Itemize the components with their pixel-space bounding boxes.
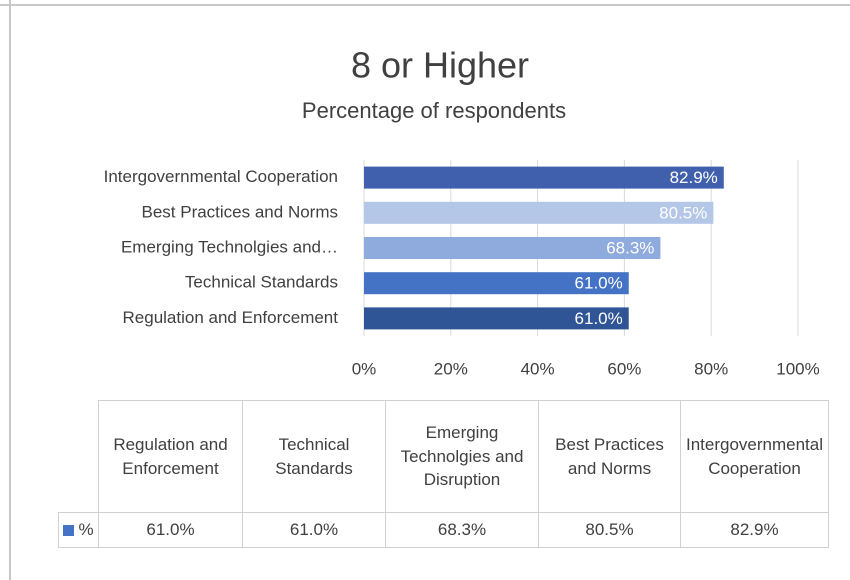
table-value: 61.0% [98,512,243,548]
table-header: Regulation and Enforcement [98,400,243,513]
y-tick-label: Best Practices and Norms [141,202,338,221]
bar [364,166,724,189]
table-header: Technical Standards [242,400,386,513]
x-tick-label: 60% [607,359,641,378]
chart-title: 8 or Higher [351,45,529,86]
y-tick-label: Technical Standards [185,273,338,292]
table-header: Best Practices and Norms [538,400,681,513]
x-tick-label: 20% [434,359,468,378]
x-tick-label: 40% [521,359,555,378]
x-tick-label: 0% [352,359,377,378]
table-value: 61.0% [242,512,386,548]
value-label: 68.3% [606,238,654,257]
value-label: 61.0% [575,309,623,328]
bar [364,201,714,224]
legend-key [63,524,75,536]
table-value: 68.3% [385,512,539,548]
y-tick-label: Intergovernmental Cooperation [104,167,338,186]
chart-subtitle: Percentage of respondents [302,98,566,123]
y-tick-label: Emerging Technolgies and… [121,237,338,256]
table-header: Intergovernmental Cooperation [680,400,829,513]
bar [364,307,629,330]
value-label: 61.0% [575,274,623,293]
value-label: 82.9% [670,168,718,187]
x-tick-label: 80% [694,359,728,378]
x-tick-label: 100% [776,359,819,378]
y-tick-label: Regulation and Enforcement [123,308,339,327]
table-value: 82.9% [680,512,829,548]
table-legend: % [58,512,99,548]
value-label: 80.5% [659,203,707,222]
table-value: 80.5% [538,512,681,548]
bar [364,272,629,295]
table-header: Emerging Technolgies and Disruption [385,400,539,513]
bar [364,237,661,259]
legend-label: % [78,520,94,540]
